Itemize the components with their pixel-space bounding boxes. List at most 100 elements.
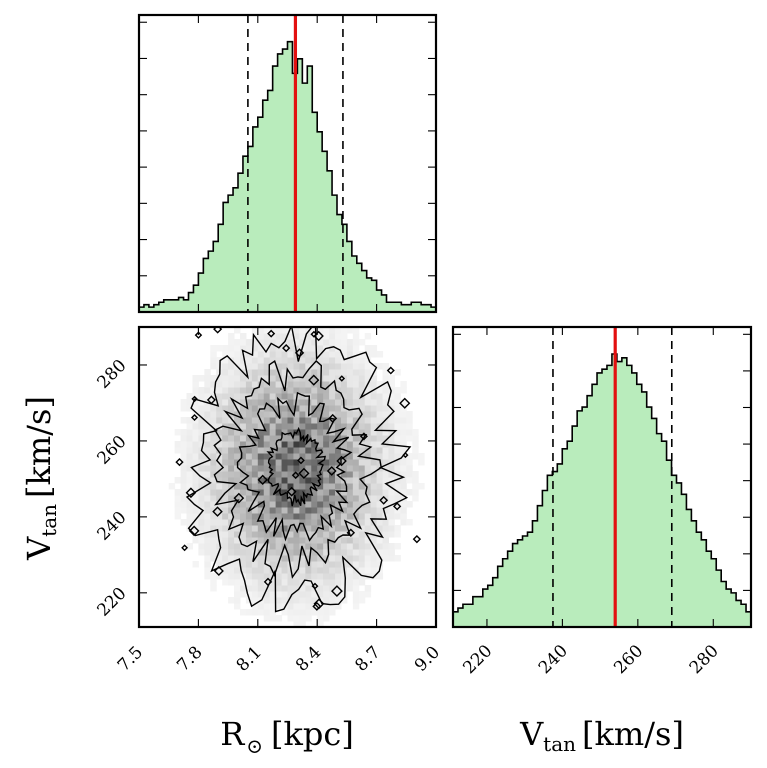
density-cell	[281, 429, 288, 436]
density-cell	[364, 549, 372, 556]
density-cell	[287, 381, 294, 388]
density-cell	[234, 501, 241, 508]
density-contour-island	[346, 528, 356, 537]
density-cell	[281, 417, 288, 424]
density-cell	[293, 375, 300, 382]
density-cell	[192, 495, 199, 502]
density-cell	[335, 603, 342, 610]
density-cell	[216, 345, 223, 352]
density-cell	[382, 465, 389, 472]
density-cell	[340, 531, 348, 538]
density-cell	[358, 429, 366, 436]
density-cell	[340, 417, 348, 424]
density-cell	[192, 483, 199, 490]
density-cell	[305, 381, 312, 388]
density-contour-island	[326, 466, 337, 476]
density-cell	[275, 615, 283, 622]
density-cell	[287, 537, 294, 544]
density-cell	[251, 573, 259, 580]
density-cell	[311, 357, 318, 364]
y-tick-label-v: 280	[94, 356, 131, 393]
density-cell	[257, 423, 265, 430]
density-cell	[335, 405, 342, 412]
density-cell	[281, 537, 288, 544]
density-cell	[263, 519, 271, 526]
density-cell	[234, 603, 241, 610]
density-cell	[234, 495, 241, 502]
density-cell	[323, 327, 330, 334]
density-cell	[388, 513, 395, 520]
density-cell	[305, 351, 312, 358]
density-cell	[257, 543, 265, 550]
density-cell	[204, 513, 211, 520]
density-cell	[234, 519, 241, 526]
density-cell	[364, 483, 372, 490]
density-cell	[204, 441, 211, 448]
density-cell	[400, 471, 407, 478]
density-cell	[180, 447, 188, 454]
density-cell	[358, 495, 366, 502]
density-contour-island	[386, 366, 395, 375]
density-cell	[281, 351, 288, 358]
density-cell	[228, 333, 235, 340]
density-cell	[210, 441, 217, 448]
density-cell	[269, 399, 277, 406]
density-cell	[323, 441, 330, 448]
density-cell	[335, 507, 342, 514]
density-cell	[269, 465, 277, 472]
density-cell	[204, 573, 211, 580]
density-contour	[236, 391, 353, 542]
density-cell	[263, 603, 271, 610]
density-cell	[210, 423, 217, 430]
density-cell	[370, 525, 378, 532]
density-cell	[317, 477, 324, 484]
density-cell	[275, 363, 283, 370]
density-cell	[305, 591, 312, 598]
density-cell	[293, 495, 300, 502]
density-cell	[222, 477, 229, 484]
density-cell	[239, 501, 247, 508]
density-cell	[388, 465, 395, 472]
density-cell	[376, 525, 384, 532]
density-cell	[329, 585, 336, 592]
density-cell	[388, 549, 395, 556]
density-cell	[287, 357, 294, 364]
density-cell	[305, 513, 312, 520]
density-cell	[216, 411, 223, 418]
density-cell	[216, 405, 223, 412]
density-cell	[305, 585, 312, 592]
density-cell	[251, 501, 259, 508]
density-cell	[251, 579, 259, 586]
density-cell	[346, 369, 354, 376]
density-cell	[257, 567, 265, 574]
density-cell	[192, 459, 199, 466]
density-cell	[317, 537, 324, 544]
density-cell	[234, 513, 241, 520]
density-cell	[340, 387, 348, 394]
density-cell	[251, 327, 259, 334]
density-cell	[358, 549, 366, 556]
density-cell	[376, 381, 384, 388]
density-cell	[210, 477, 217, 484]
density-cell	[370, 411, 378, 418]
density-cell	[370, 489, 378, 496]
density-cell	[245, 405, 253, 412]
density-cell	[192, 399, 199, 406]
density-cell	[317, 405, 324, 412]
density-cell	[222, 399, 229, 406]
density-cell	[305, 573, 312, 580]
density-cell	[186, 513, 193, 520]
density-cell	[198, 465, 205, 472]
density-cell	[180, 465, 188, 472]
density-cell	[210, 501, 217, 508]
density-cell	[257, 399, 265, 406]
density-cell	[364, 417, 372, 424]
density-cell	[180, 507, 188, 514]
density-cell	[287, 405, 294, 412]
density-cell	[269, 411, 277, 418]
density-cell	[263, 495, 271, 502]
density-cell	[269, 333, 277, 340]
density-cell	[370, 555, 378, 562]
density-cell	[317, 357, 324, 364]
density-cell	[228, 459, 235, 466]
